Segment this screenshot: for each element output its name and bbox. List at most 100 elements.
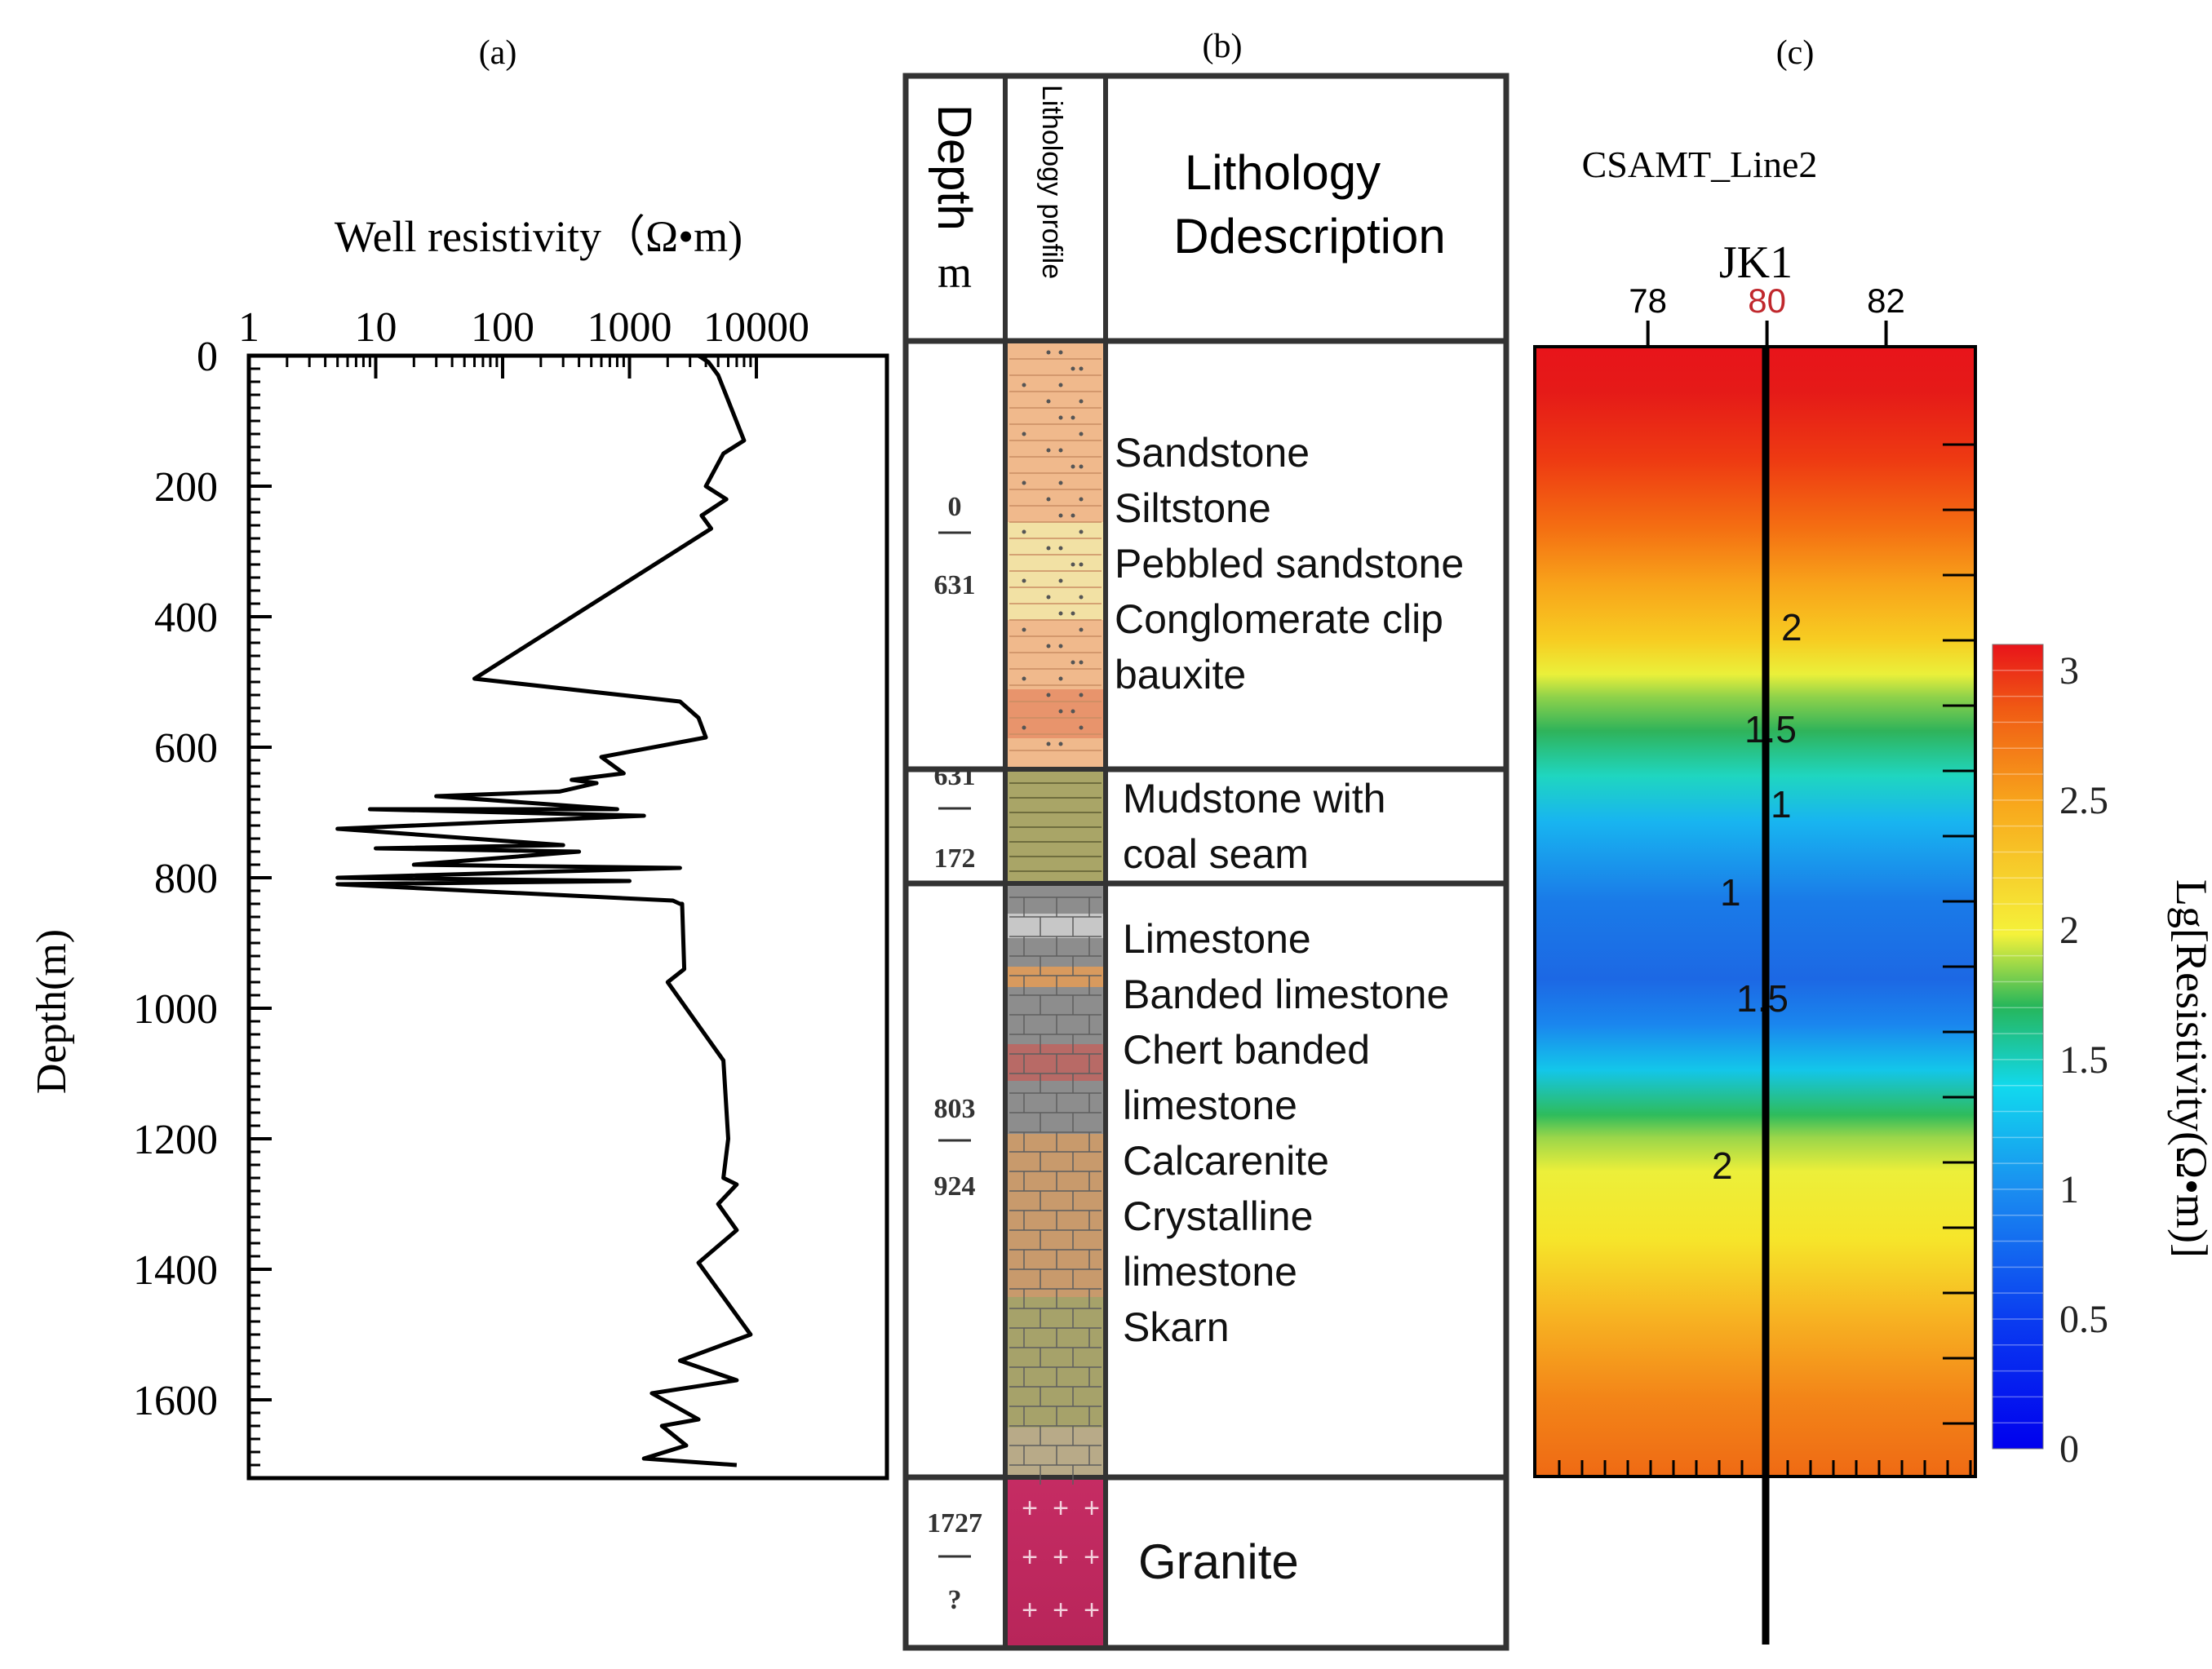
lithology-descriptions: Sandstone Siltstone Pebbled sandstone Congl… xyxy=(1115,430,1464,1589)
contour-label: 2 xyxy=(1712,1144,1733,1187)
grain-dot xyxy=(1079,399,1084,404)
grain-dot xyxy=(1071,366,1075,371)
granite-cross: + xyxy=(1053,1595,1069,1626)
depth-ranges: 0 631 631 172 803 924 1727? xyxy=(927,492,982,1615)
contour-label: 1.5 xyxy=(1744,708,1797,750)
panel-c-label: (c) xyxy=(1776,34,1815,72)
colorbar-label: Lg[Resistivity(Ω•m)] xyxy=(2167,879,2212,1258)
grain-dot xyxy=(1079,529,1084,534)
grain-dot xyxy=(1022,383,1026,387)
well-y-tick-label: 0 xyxy=(197,334,218,380)
contour-label: 1 xyxy=(1720,871,1741,914)
well-x-axis-title: Well resistivity（Ω•m) xyxy=(335,212,743,261)
grain-dot xyxy=(1058,578,1063,583)
lithology-description-line: coal seam xyxy=(1123,831,1309,877)
lithology-description-line: limestone xyxy=(1123,1082,1297,1128)
banded-limestone-band xyxy=(1008,914,1103,938)
grain-dot xyxy=(1079,595,1084,600)
grain-dot xyxy=(1079,562,1084,567)
lithology-description-line: Skarn xyxy=(1123,1304,1230,1350)
grain-dot xyxy=(1022,529,1026,534)
grain-dot xyxy=(1058,644,1063,649)
csamt-x-tick-label: 78 xyxy=(1629,281,1667,320)
grain-dot xyxy=(1022,627,1026,632)
grain-dot xyxy=(1046,497,1051,502)
well-x-tick-label: 100 xyxy=(471,304,534,351)
csamt-title: CSAMT_Line2 xyxy=(1582,144,1818,185)
grain-dot xyxy=(1079,627,1084,632)
depth-unit: m xyxy=(938,248,972,297)
depth-range-bottom: 631 xyxy=(934,570,976,600)
grain-dot xyxy=(1079,725,1084,730)
colorbar xyxy=(1992,644,2044,1450)
depth-header: Depth xyxy=(928,104,981,231)
csamt-x-tick-label: 80 xyxy=(1748,281,1786,320)
csamt-section xyxy=(1533,345,1977,1478)
grain-dot xyxy=(1046,350,1051,355)
granite-cross: + xyxy=(1084,1493,1100,1524)
depth-range-top: 1727 xyxy=(927,1508,982,1538)
bauxite-band xyxy=(1008,689,1103,738)
lithology-header: Lithology xyxy=(1185,145,1381,200)
well-x-ticks: 1 10 100 1000 10000 xyxy=(238,304,809,379)
grain-dot xyxy=(1079,432,1084,436)
panel-b-label: (b) xyxy=(1203,28,1243,65)
grain-dot xyxy=(1022,480,1026,485)
well-x-tick-label: 1000 xyxy=(587,304,672,351)
contour-label: 1 xyxy=(1771,783,1792,826)
csamt-frame-ticks xyxy=(1558,443,1975,1476)
lithology-frame xyxy=(902,73,1509,1651)
well-resistivity-line xyxy=(335,353,753,1468)
well-y-tick-label: 400 xyxy=(154,595,218,641)
lithology-bedding-lines: + + + + + + + + + xyxy=(1009,350,1102,1626)
lithology-description-line: limestone xyxy=(1123,1249,1297,1295)
lithology-description-line: Conglomerate clip xyxy=(1115,596,1443,642)
colorbar-tick-label: 0.5 xyxy=(2059,1298,2108,1341)
grain-dot xyxy=(1022,725,1026,730)
well-y-tick-label: 1600 xyxy=(133,1378,218,1424)
grain-dot xyxy=(1046,693,1051,697)
grain-dot xyxy=(1058,742,1063,746)
well-y-tick-label: 1400 xyxy=(133,1247,218,1294)
grain-dot xyxy=(1079,497,1084,502)
grain-dot xyxy=(1071,709,1075,714)
grain-dot xyxy=(1022,578,1026,583)
depth-range-top: 0 xyxy=(948,492,962,522)
granite-cross: + xyxy=(1022,1542,1038,1573)
grain-dot xyxy=(1071,611,1075,616)
grain-dot xyxy=(1079,660,1084,665)
grain-dot xyxy=(1079,693,1084,697)
well-x-tick-label: 10 xyxy=(355,304,397,351)
grain-dot xyxy=(1058,415,1063,420)
granite-cross: + xyxy=(1084,1542,1100,1573)
csamt-x-tick-label: 82 xyxy=(1867,281,1905,320)
colorbar-tick-label: 3 xyxy=(2059,649,2079,693)
colorbar-tick-label: 1.5 xyxy=(2059,1038,2108,1082)
depth-range-top: 631 xyxy=(934,761,976,791)
lithology-description-line: Limestone xyxy=(1123,916,1311,962)
grain-dot xyxy=(1071,464,1075,469)
well-y-ticks: 0 200 400 600 800 1000 1200 1400 1600 xyxy=(133,334,272,1467)
grain-dot xyxy=(1071,415,1075,420)
grain-dot xyxy=(1046,644,1051,649)
granite-band xyxy=(1008,1480,1103,1645)
well-x-tick-label: 1 xyxy=(238,304,259,351)
well-y-tick-label: 1200 xyxy=(133,1117,218,1163)
csamt-x-ticks: 78 80 82 xyxy=(1629,281,1905,347)
well-y-tick-label: 1000 xyxy=(133,986,218,1033)
colorbar-tick-label: 1 xyxy=(2059,1168,2079,1211)
grain-dot xyxy=(1058,350,1063,355)
grain-dot xyxy=(1058,448,1063,453)
depth-range-bottom: ? xyxy=(948,1585,962,1615)
grain-dot xyxy=(1058,676,1063,681)
grain-dot xyxy=(1022,676,1026,681)
lithology-description-line: Siltstone xyxy=(1115,485,1271,531)
well-x-tick-label: 10000 xyxy=(703,304,809,351)
lithology-description-line: Sandstone xyxy=(1115,430,1310,476)
grain-dot xyxy=(1022,432,1026,436)
lithology-description-line: Chert banded xyxy=(1123,1027,1370,1073)
grain-dot xyxy=(1079,366,1084,371)
grain-dot xyxy=(1046,595,1051,600)
lithology-profile-header: Lithology profile xyxy=(1036,85,1067,279)
depth-range-bottom: 924 xyxy=(934,1171,976,1202)
